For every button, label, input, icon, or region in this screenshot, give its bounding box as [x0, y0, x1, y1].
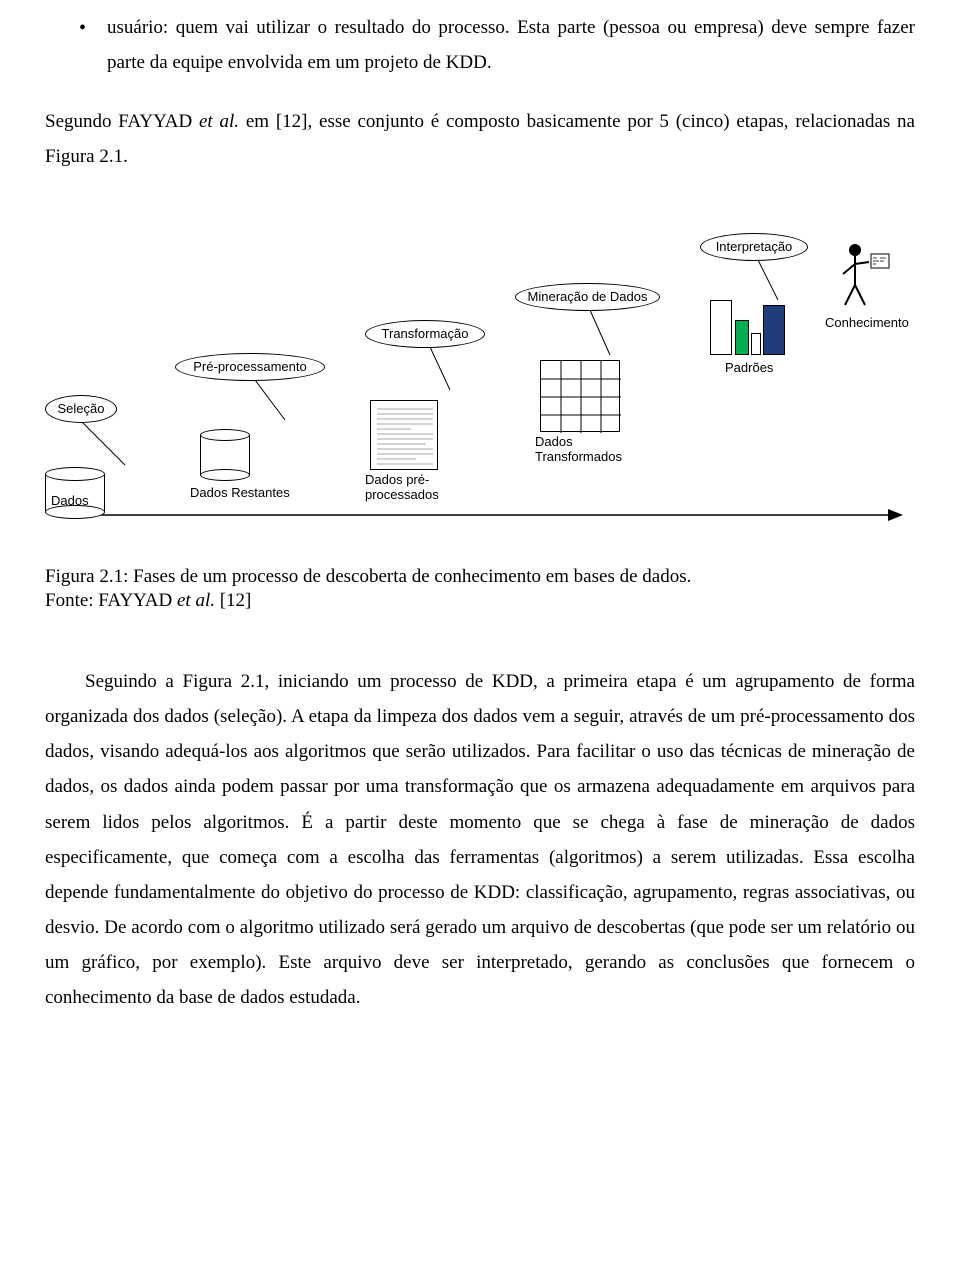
caption-etal: et al. — [177, 590, 215, 611]
figure-caption: Figura 2.1: Fases de um processo de desc… — [45, 565, 915, 614]
oval-selecao: Seleção — [45, 395, 117, 423]
intro-etal: et al. — [199, 111, 239, 132]
bullet-paragraph: • usuário: quem vai utilizar o resultado… — [45, 10, 915, 80]
oval-transformacao: Transformação — [365, 320, 485, 348]
oval-preprocessamento: Pré-processamento — [175, 353, 325, 381]
caption-line1: Figura 2.1: Fases de um processo de desc… — [45, 566, 691, 587]
intro-prefix: Segundo FAYYAD — [45, 111, 199, 132]
kdd-diagram: Seleção Pré-processamento Transformação … — [45, 205, 915, 535]
caption-prefix: Fonte: FAYYAD — [45, 590, 177, 611]
oval-mineracao: Mineração de Dados — [515, 283, 660, 311]
bullet-text: usuário: quem vai utilizar o resultado d… — [107, 17, 915, 73]
body-text: Seguindo a Figura 2.1, iniciando um proc… — [45, 671, 915, 1008]
intro-paragraph: Segundo FAYYAD et al. em [12], esse conj… — [45, 104, 915, 174]
person-icon — [835, 240, 895, 315]
body-paragraph: Seguindo a Figura 2.1, iniciando um proc… — [45, 664, 915, 1015]
bullet-icon: • — [79, 10, 86, 47]
oval-interpretacao: Interpretação — [700, 233, 808, 261]
figure-container: Seleção Pré-processamento Transformação … — [45, 205, 915, 535]
caption-suffix: [12] — [215, 590, 251, 611]
